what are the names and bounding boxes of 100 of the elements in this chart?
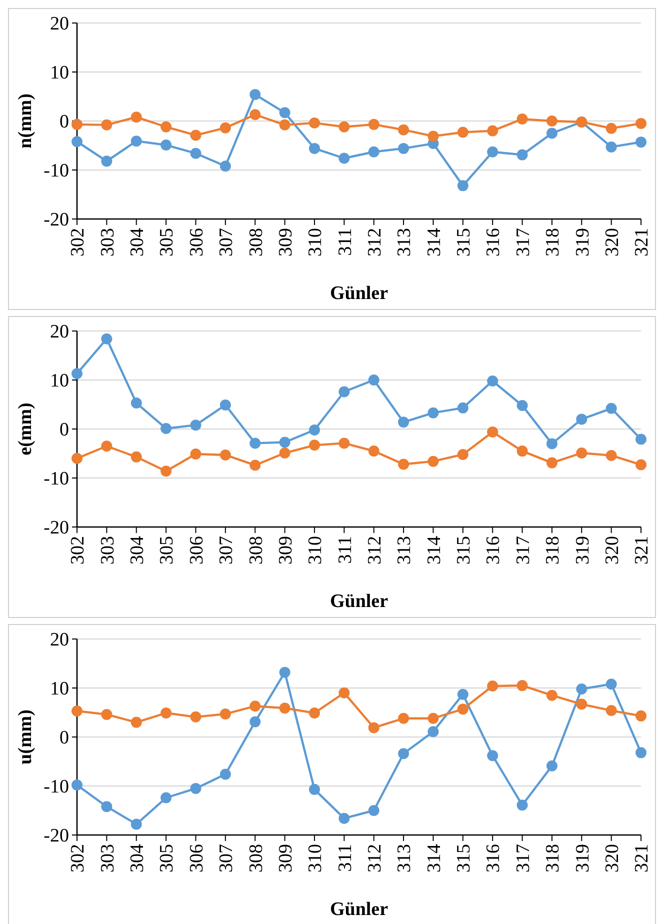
- x-tick-label: 302: [68, 844, 89, 872]
- point: [576, 414, 588, 425]
- point: [606, 705, 617, 716]
- x-tick-label: 316: [483, 536, 504, 564]
- x-tick-label: 302: [68, 536, 89, 564]
- point: [576, 448, 588, 459]
- point: [250, 109, 261, 120]
- y-tick-label: -20: [44, 826, 69, 847]
- y-axis-title: n(mm): [15, 94, 36, 148]
- point: [130, 451, 142, 462]
- point: [636, 118, 646, 129]
- point: [546, 690, 558, 701]
- point: [279, 107, 290, 118]
- point: [160, 140, 172, 151]
- x-tick-label: 318: [542, 228, 564, 256]
- x-tick-label: 320: [602, 228, 623, 256]
- point: [279, 666, 290, 678]
- point: [72, 706, 82, 717]
- x-axis-title: Günler: [330, 283, 389, 304]
- y-tick-label: 10: [50, 370, 69, 392]
- point: [576, 683, 588, 694]
- point: [308, 424, 320, 436]
- x-tick-label: 308: [246, 228, 267, 256]
- point: [72, 780, 82, 791]
- point: [308, 142, 320, 154]
- x-tick-label: 305: [156, 844, 178, 872]
- x-tick-label: 316: [483, 228, 504, 256]
- point: [606, 402, 617, 414]
- point: [190, 148, 202, 159]
- y-tick-label: 20: [50, 14, 69, 35]
- x-tick-label: 316: [483, 844, 504, 872]
- point: [160, 707, 172, 718]
- x-tick-label: 319: [572, 228, 594, 256]
- x-tick-label: 311: [334, 228, 356, 256]
- x-tick-label: 308: [246, 536, 267, 564]
- point: [130, 136, 142, 147]
- x-tick-label: 321: [632, 844, 653, 872]
- point: [160, 121, 172, 132]
- point: [487, 125, 498, 136]
- y-axis-title: e(mm): [15, 402, 36, 456]
- point: [220, 122, 231, 134]
- x-tick-label: 312: [364, 228, 386, 256]
- x-tick-label: 304: [127, 536, 148, 564]
- point: [308, 440, 320, 451]
- point: [457, 704, 468, 715]
- point: [130, 398, 142, 409]
- point: [457, 180, 468, 192]
- x-tick-label: 313: [394, 536, 416, 564]
- x-tick-label: 309: [275, 844, 296, 872]
- x-tick-label: 306: [186, 844, 208, 872]
- x-tick-label: 307: [216, 844, 238, 872]
- point: [457, 126, 468, 138]
- x-tick-label: 306: [186, 536, 208, 564]
- point: [220, 160, 231, 172]
- x-tick-label: 321: [632, 536, 653, 564]
- point: [428, 456, 439, 467]
- point: [606, 141, 617, 152]
- point: [279, 702, 290, 714]
- x-tick-label: 315: [454, 536, 475, 564]
- y-tick-label: -20: [44, 210, 69, 231]
- point: [101, 440, 112, 452]
- point: [190, 130, 202, 141]
- point: [546, 128, 558, 139]
- point: [279, 448, 290, 459]
- point: [636, 136, 646, 148]
- point: [190, 448, 202, 460]
- point: [516, 114, 528, 125]
- point: [368, 446, 380, 457]
- x-tick-label: 304: [127, 228, 148, 256]
- point: [606, 122, 617, 134]
- point: [250, 716, 261, 728]
- x-tick-label: 318: [542, 536, 564, 564]
- x-tick-label: 309: [275, 228, 296, 256]
- point: [368, 805, 380, 816]
- x-tick-label: 303: [97, 228, 118, 256]
- point: [220, 449, 231, 460]
- point: [398, 748, 410, 760]
- point: [368, 146, 380, 158]
- point: [398, 712, 410, 724]
- point: [457, 448, 468, 460]
- point: [428, 130, 439, 142]
- point: [546, 438, 558, 450]
- point: [487, 146, 498, 158]
- x-tick-label: 317: [512, 844, 534, 872]
- point: [516, 446, 528, 457]
- point: [220, 768, 231, 780]
- point: [546, 457, 558, 468]
- point: [606, 450, 617, 461]
- x-tick-label: 310: [305, 536, 326, 564]
- x-tick-label: 314: [424, 536, 445, 564]
- point: [428, 407, 439, 418]
- x-tick-label: 315: [454, 844, 475, 872]
- point: [428, 712, 439, 724]
- point: [308, 117, 320, 128]
- point: [101, 708, 112, 720]
- x-tick-label: 314: [424, 228, 445, 256]
- point: [160, 792, 172, 804]
- point: [338, 438, 350, 449]
- y-axis-title: u(mm): [15, 710, 36, 764]
- point: [487, 750, 498, 762]
